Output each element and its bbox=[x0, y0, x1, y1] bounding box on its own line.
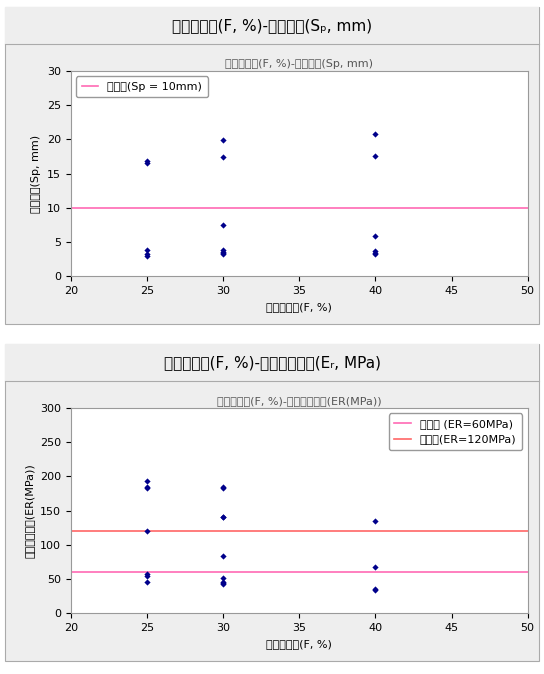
Point bbox=[371, 150, 380, 161]
Point bbox=[143, 569, 151, 580]
Legend: 기준선 (ER=60MPa), 기준선(ER=120MPa): 기준선 (ER=60MPa), 기준선(ER=120MPa) bbox=[389, 413, 522, 450]
Point bbox=[219, 247, 227, 258]
Point bbox=[371, 129, 380, 140]
Point bbox=[219, 246, 227, 257]
Point bbox=[219, 152, 227, 162]
Point bbox=[371, 247, 380, 258]
Point bbox=[371, 584, 380, 595]
Legend: 기준선(Sp = 10mm): 기준선(Sp = 10mm) bbox=[76, 76, 208, 98]
Point bbox=[219, 573, 227, 584]
Title: 세립분함유(F, %)-회복탄성계수(ER(MPa)): 세립분함유(F, %)-회복탄성계수(ER(MPa)) bbox=[217, 396, 381, 406]
Text: 세립분함유(F, %)-소성침하(Sₚ, mm): 세립분함유(F, %)-소성침하(Sₚ, mm) bbox=[172, 18, 372, 33]
Point bbox=[219, 512, 227, 523]
Point bbox=[143, 570, 151, 581]
Point bbox=[143, 483, 151, 493]
Point bbox=[143, 156, 151, 166]
Point bbox=[219, 220, 227, 231]
Point bbox=[219, 512, 227, 523]
Title: 세립분함유(F, %)-소성침하(Sp, mm): 세립분함유(F, %)-소성침하(Sp, mm) bbox=[225, 59, 373, 69]
Point bbox=[371, 245, 380, 256]
X-axis label: 세립분함유(F, %): 세립분함유(F, %) bbox=[266, 302, 332, 311]
Point bbox=[371, 562, 380, 573]
Point bbox=[143, 481, 151, 492]
Point bbox=[371, 583, 380, 594]
Point bbox=[143, 576, 151, 587]
Point bbox=[219, 135, 227, 146]
Point bbox=[143, 157, 151, 168]
Point bbox=[371, 231, 380, 241]
Point bbox=[371, 516, 380, 526]
Point bbox=[143, 245, 151, 255]
Y-axis label: 회복탄성계수(ER(MPa)): 회복탄성계수(ER(MPa)) bbox=[24, 463, 34, 558]
Point bbox=[143, 250, 151, 261]
Y-axis label: 소성침하(Sp, mm): 소성침하(Sp, mm) bbox=[32, 135, 41, 212]
Point bbox=[219, 551, 227, 562]
Point bbox=[143, 526, 151, 537]
Point bbox=[219, 578, 227, 589]
Point bbox=[219, 248, 227, 259]
Text: 세립분함유(F, %)-회복탄성계수(Eᵣ, MPa): 세립분함유(F, %)-회복탄성계수(Eᵣ, MPa) bbox=[164, 355, 380, 370]
Point bbox=[219, 483, 227, 493]
X-axis label: 세립분함유(F, %): 세립분함유(F, %) bbox=[266, 639, 332, 648]
Point bbox=[219, 578, 227, 588]
Point bbox=[219, 482, 227, 493]
Point bbox=[371, 249, 380, 259]
Point bbox=[219, 245, 227, 255]
Point bbox=[143, 476, 151, 487]
Point bbox=[219, 576, 227, 587]
Point bbox=[143, 248, 151, 259]
